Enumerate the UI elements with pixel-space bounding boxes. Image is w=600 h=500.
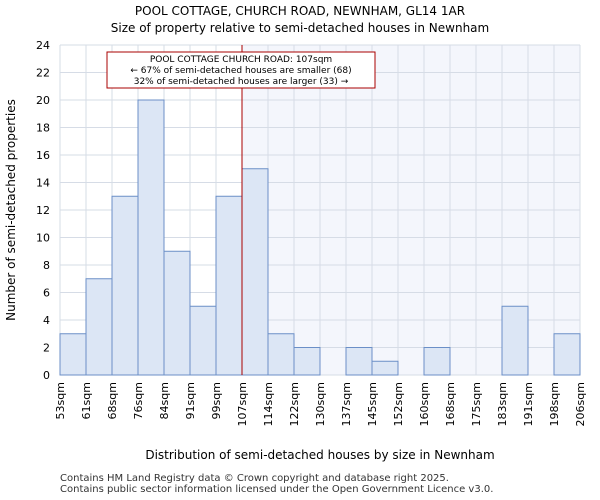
histogram-bar	[293, 347, 321, 376]
histogram-bar	[345, 347, 373, 376]
x-tick-label: 152sqm	[392, 382, 405, 426]
x-tick-label: 61sqm	[80, 382, 93, 419]
histogram-bar	[501, 305, 529, 376]
x-tick-label: 53sqm	[54, 382, 67, 419]
y-tick-label: 16	[36, 149, 50, 162]
x-tick-label: 160sqm	[418, 382, 431, 426]
y-tick-label: 12	[36, 204, 50, 217]
x-tick-label: 68sqm	[106, 382, 119, 419]
x-tick-label: 145sqm	[366, 382, 379, 426]
annotation-line-3: 32% of semi-detached houses are larger (…	[134, 77, 349, 87]
histogram-bar	[111, 195, 139, 376]
x-tick-label: 114sqm	[262, 382, 275, 426]
x-tick-label: 130sqm	[314, 382, 327, 426]
y-tick-label: 18	[36, 122, 50, 135]
x-tick-label: 122sqm	[288, 382, 301, 426]
annotation-frame	[106, 51, 376, 89]
x-tick-label: 76sqm	[132, 382, 145, 419]
x-tick-label: 206sqm	[574, 382, 587, 426]
footer-line-2: Contains public sector information licen…	[60, 484, 494, 495]
x-tick-label: 107sqm	[236, 382, 249, 426]
y-tick-label: 14	[36, 177, 50, 190]
annotation-box: POOL COTTAGE CHURCH ROAD: 107sqm ← 67% o…	[106, 51, 376, 89]
x-tick-label: 191sqm	[522, 382, 535, 426]
y-tick-label: 4	[43, 314, 50, 327]
y-tick-label: 10	[36, 232, 50, 245]
annotation-line-1: POOL COTTAGE CHURCH ROAD: 107sqm	[150, 55, 332, 65]
annotation-line-2: ← 67% of semi-detached houses are smalle…	[130, 66, 351, 76]
y-axis-title: Number of semi-detached properties	[4, 99, 18, 321]
x-tick-label: 168sqm	[444, 382, 457, 426]
y-tick-label: 0	[43, 369, 50, 382]
histogram-bar	[59, 333, 87, 376]
y-tick-label: 8	[43, 259, 50, 272]
y-tick-label: 24	[36, 39, 50, 52]
x-tick-label: 99sqm	[210, 382, 223, 419]
y-tick-label: 20	[36, 94, 50, 107]
histogram-bar	[137, 99, 165, 376]
y-tick-label: 22	[36, 67, 50, 80]
x-tick-label: 137sqm	[340, 382, 353, 426]
x-tick-label: 198sqm	[548, 382, 561, 426]
footer-line-1: Contains HM Land Registry data © Crown c…	[60, 473, 449, 484]
histogram-bar	[215, 195, 243, 376]
y-tick-label: 2	[43, 342, 50, 355]
histogram-bar	[267, 333, 295, 376]
histogram-bar	[163, 250, 191, 376]
histogram-bar	[553, 333, 581, 376]
x-tick-label: 91sqm	[184, 382, 197, 419]
chart-subtitle: Size of property relative to semi-detach…	[110, 21, 490, 35]
y-tick-label: 6	[43, 287, 50, 300]
histogram-bar	[423, 347, 451, 376]
x-axis-title: Distribution of semi-detached houses by …	[145, 448, 494, 462]
histogram-bar	[189, 305, 217, 376]
histogram-bar	[241, 168, 269, 376]
histogram-bar	[85, 278, 113, 376]
x-tick-label: 175sqm	[470, 382, 483, 426]
x-tick-label: 84sqm	[158, 382, 171, 419]
histogram-bar	[371, 360, 399, 376]
chart-title: POOL COTTAGE, CHURCH ROAD, NEWNHAM, GL14…	[134, 4, 466, 18]
x-tick-label: 183sqm	[496, 382, 509, 426]
